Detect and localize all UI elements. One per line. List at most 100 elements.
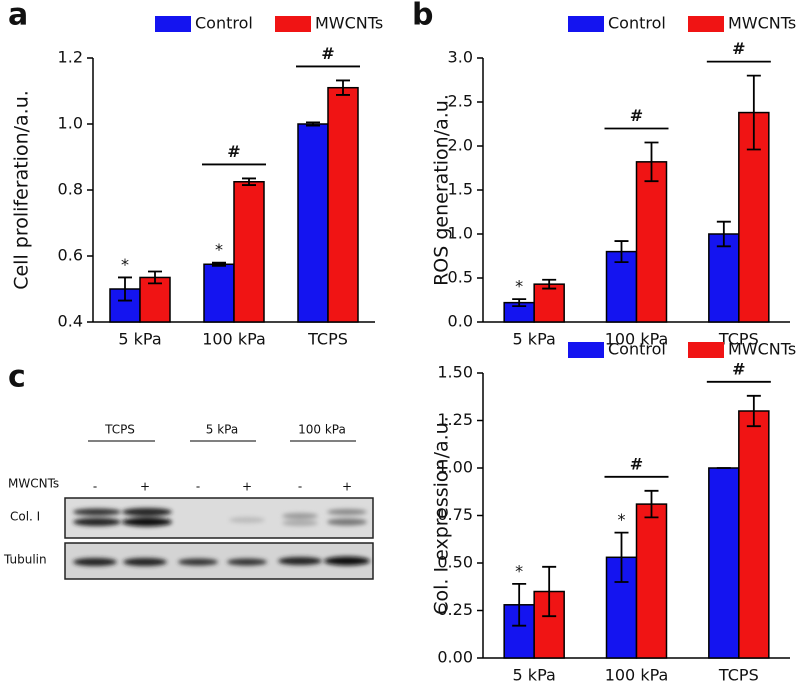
bar xyxy=(738,410,770,659)
x-tick-label: 100 kPa xyxy=(605,666,669,683)
significance-mark: * xyxy=(121,255,129,274)
error-bar xyxy=(614,240,629,264)
legend-swatch xyxy=(275,16,311,32)
y-axis-label: ROS generation/a.u. xyxy=(431,94,453,286)
legend-label: Control xyxy=(608,340,666,359)
error-bar xyxy=(716,220,731,248)
significance-mark: * xyxy=(618,510,626,529)
significance-mark: * xyxy=(515,277,523,296)
group-label: 5 kPa xyxy=(206,423,238,437)
bar xyxy=(635,503,668,659)
x-tick-label: 5 kPa xyxy=(118,330,161,349)
y-tick-label: 0.75 xyxy=(437,505,473,524)
y-tick-label: 0.5 xyxy=(448,268,473,287)
legend-label: MWCNTs xyxy=(728,14,796,33)
error-bar xyxy=(512,298,527,308)
sign: - xyxy=(196,480,200,494)
sign: - xyxy=(93,480,97,494)
legend-label: Control xyxy=(195,14,253,33)
legend-swatch xyxy=(568,16,604,32)
bar xyxy=(605,250,638,323)
panel-label: c xyxy=(8,360,26,395)
bar xyxy=(327,86,359,323)
significance-mark: # xyxy=(732,39,745,58)
sign: + xyxy=(342,480,352,494)
sign: + xyxy=(242,480,252,494)
y-tick-label: 1.5 xyxy=(448,180,473,199)
blot-bands xyxy=(73,508,370,566)
bar xyxy=(708,233,740,323)
x-tick-label: TCPS xyxy=(718,666,759,683)
significance-mark: # xyxy=(321,44,334,63)
significance-mark: # xyxy=(227,142,240,161)
bar xyxy=(635,161,668,323)
error-bar xyxy=(614,531,629,583)
y-tick-label: 0.6 xyxy=(58,246,83,265)
y-tick-label: 0.4 xyxy=(58,312,83,331)
y-tick-label: 2.5 xyxy=(448,92,473,111)
y-tick-label: 1.25 xyxy=(437,410,473,429)
bar xyxy=(233,181,265,323)
significance-mark: * xyxy=(215,240,223,259)
x-tick-label: TCPS xyxy=(718,330,759,349)
group-label: 100 kPa xyxy=(298,423,346,437)
western-blot: TCPS 5 kPa 100 kPa MWCNTs - + - + - + Co… xyxy=(3,423,374,580)
panel-label: a xyxy=(8,0,28,33)
y-tick-label: 0.25 xyxy=(437,600,473,619)
y-tick-label: 1.0 xyxy=(448,224,473,243)
significance-mark: # xyxy=(630,454,643,473)
legend-swatch xyxy=(568,342,604,358)
error-bar xyxy=(148,270,162,285)
legend-label: Control xyxy=(608,14,666,33)
x-tick-label: 5 kPa xyxy=(513,330,556,349)
y-tick-label: 1.0 xyxy=(58,114,83,133)
error-bar xyxy=(644,489,659,519)
y-tick-label: 0.00 xyxy=(437,648,473,667)
y-tick-label: 0.0 xyxy=(448,312,473,331)
x-tick-label: 100 kPa xyxy=(202,330,266,349)
x-tick-label: TCPS xyxy=(307,330,348,349)
legend-label: MWCNTs xyxy=(315,14,383,33)
bar xyxy=(533,283,565,323)
band-label: Col. I xyxy=(10,510,40,524)
error-bar xyxy=(644,141,659,183)
bar xyxy=(708,467,740,659)
sign: - xyxy=(298,480,302,494)
y-tick-label: 0.50 xyxy=(437,553,473,572)
legend-swatch xyxy=(688,342,724,358)
group-label: TCPS xyxy=(104,423,135,437)
x-tick-label: 100 kPa xyxy=(605,330,669,349)
legend-swatch xyxy=(688,16,724,32)
error-bar xyxy=(242,177,256,186)
error-bar xyxy=(746,394,761,428)
panel-label: b xyxy=(412,0,433,33)
error-bar xyxy=(542,565,557,618)
sign: + xyxy=(140,480,150,494)
error-bar xyxy=(336,79,350,96)
blot-membrane xyxy=(64,497,374,539)
bar xyxy=(203,263,235,323)
y-axis-label: Col. I expression/a.u. xyxy=(431,416,453,615)
y-tick-label: 1.00 xyxy=(437,458,473,477)
error-bar xyxy=(306,121,320,127)
error-bar xyxy=(512,583,527,627)
x-tick-label: 5 kPa xyxy=(513,666,556,683)
y-tick-label: 1.50 xyxy=(437,363,473,382)
bar xyxy=(297,123,329,323)
error-bar xyxy=(118,276,132,302)
y-tick-label: 3.0 xyxy=(448,48,473,67)
legend-label: MWCNTs xyxy=(728,340,796,359)
error-bar xyxy=(542,278,557,290)
error-bar xyxy=(212,261,226,267)
row-label: MWCNTs xyxy=(8,477,59,491)
band-label: Tubulin xyxy=(3,553,47,567)
significance-mark: # xyxy=(630,106,643,125)
significance-mark: * xyxy=(515,561,523,580)
legend-swatch xyxy=(155,16,191,32)
error-bar xyxy=(746,74,761,151)
y-tick-label: 1.2 xyxy=(58,48,83,67)
y-tick-label: 0.8 xyxy=(58,180,83,199)
significance-mark: # xyxy=(732,359,745,378)
y-axis-label: Cell proliferation/a.u. xyxy=(11,90,33,290)
